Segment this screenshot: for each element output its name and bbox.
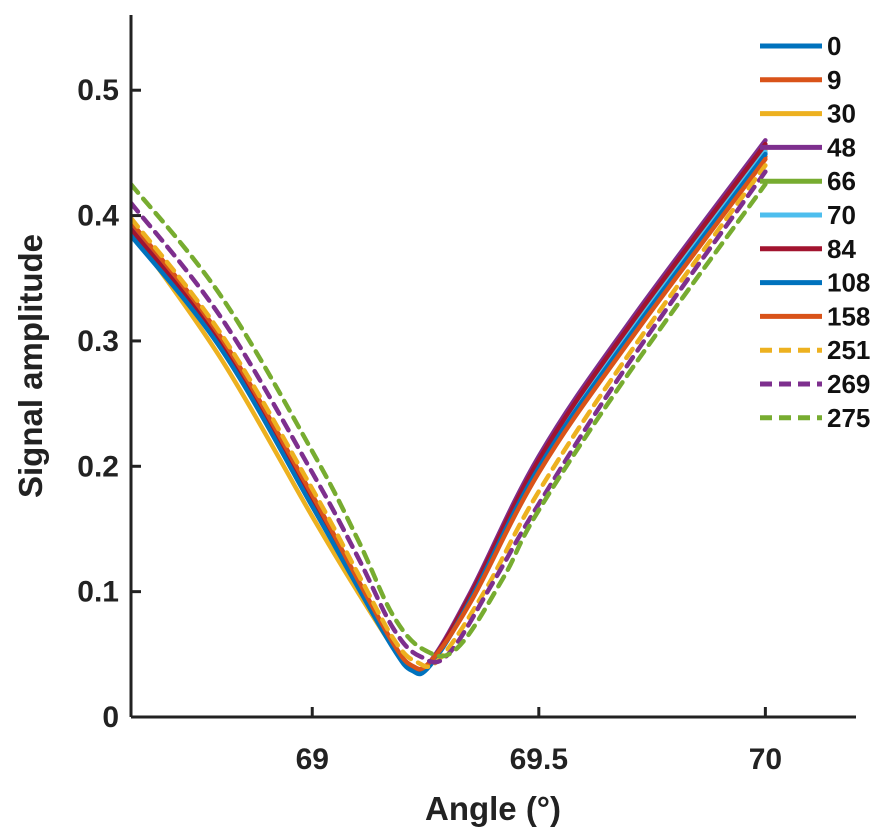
series-line-158 [131, 156, 768, 672]
legend-label: 108 [827, 268, 870, 298]
legend-label: 251 [827, 335, 870, 365]
legend-label: 48 [827, 132, 856, 162]
axes-layer [129, 15, 856, 719]
series-layer [131, 138, 768, 677]
series-line-48 [131, 138, 768, 673]
legend-item-0: 0 [760, 31, 841, 61]
legend-label: 84 [827, 234, 856, 264]
y-tick-label: 0.1 [77, 576, 119, 609]
legend-label: 70 [827, 200, 856, 230]
y-tick-label: 0 [102, 701, 119, 734]
y-tick-label: 0.2 [77, 450, 119, 483]
series-line-70 [131, 149, 768, 676]
legend-label: 9 [827, 65, 841, 95]
legend-label: 66 [827, 166, 856, 196]
series-line-9 [131, 154, 768, 674]
series-line-269 [131, 169, 768, 665]
legend-label: 30 [827, 99, 856, 129]
y-tick-label: 0.5 [77, 74, 119, 107]
legend-item-251: 251 [760, 335, 870, 365]
y-axis-label: Signal amplitude [12, 234, 49, 498]
legend-label: 275 [827, 403, 870, 433]
series-line-66 [131, 144, 768, 674]
x-tick-label: 69 [296, 743, 329, 776]
series-line-108 [131, 151, 768, 677]
legend-item-108: 108 [760, 268, 870, 298]
legend-item-66: 66 [760, 166, 856, 196]
legend-item-84: 84 [760, 234, 856, 264]
series-line-84 [131, 141, 768, 674]
series-line-275 [131, 181, 768, 659]
legend-item-269: 269 [760, 369, 870, 399]
legend-item-48: 48 [760, 132, 856, 162]
legend-item-9: 9 [760, 65, 841, 95]
x-tick-label: 70 [749, 743, 782, 776]
legend-item-30: 30 [760, 99, 856, 129]
series-line-251 [131, 163, 768, 669]
x-tick-label: 69.5 [510, 743, 568, 776]
series-line-0 [131, 150, 768, 675]
legend-label: 0 [827, 31, 841, 61]
legend-item-275: 275 [760, 403, 870, 433]
x-axis-label: Angle (°) [425, 790, 561, 827]
legend-label: 158 [827, 301, 870, 331]
legend-item-158: 158 [760, 301, 870, 331]
ticks-layer: 0 0.1 0.2 0.3 0.4 0.5 69 69.5 70 [77, 74, 782, 776]
legend-item-70: 70 [760, 200, 856, 230]
legend-label: 269 [827, 369, 870, 399]
y-tick-label: 0.3 [77, 325, 119, 358]
y-tick-label: 0.4 [77, 200, 119, 233]
series-line-30 [131, 148, 768, 673]
